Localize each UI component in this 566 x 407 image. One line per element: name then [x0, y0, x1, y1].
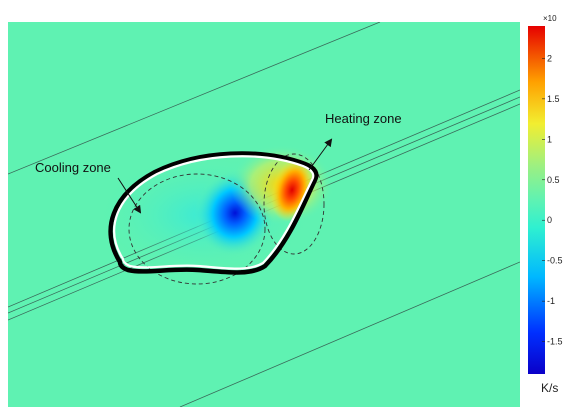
cooling-zone-annotation: Cooling zone — [35, 160, 142, 214]
melt-pool-outline — [113, 155, 315, 270]
cooling-zone-label: Cooling zone — [35, 160, 111, 175]
colorbar-unit: K/s — [541, 381, 558, 395]
colorbar-multiplier: ×10 — [543, 14, 557, 23]
heating-zone-label: Heating zone — [325, 111, 402, 126]
heating-zone-annotation: Heating zone — [308, 111, 402, 171]
colorbar-tick-label: 0.5 — [547, 175, 560, 185]
dashed-contours — [128, 153, 325, 285]
colorbar-gradient — [528, 26, 545, 374]
colorbar-tick-label: 0 — [547, 215, 552, 225]
melt-pool-outline-shadow — [108, 151, 319, 275]
field-contents — [8, 22, 520, 407]
colorbar: ×10 2 1.5 1 0.5 0 -0.5 -1 -1.5 K/s — [528, 14, 563, 395]
colorbar-tick-label: 2 — [547, 53, 552, 63]
colorbar-tick-label: 1 — [547, 134, 552, 144]
colorbar-tick-label: -0.5 — [547, 256, 563, 266]
colorbar-tick-label: -1.5 — [547, 337, 563, 347]
colorbar-tick-label: -1 — [547, 296, 555, 306]
colorbar-ticks: 2 1.5 1 0.5 0 -0.5 -1 -1.5 — [542, 53, 563, 347]
colorbar-tick-label: 1.5 — [547, 94, 560, 104]
